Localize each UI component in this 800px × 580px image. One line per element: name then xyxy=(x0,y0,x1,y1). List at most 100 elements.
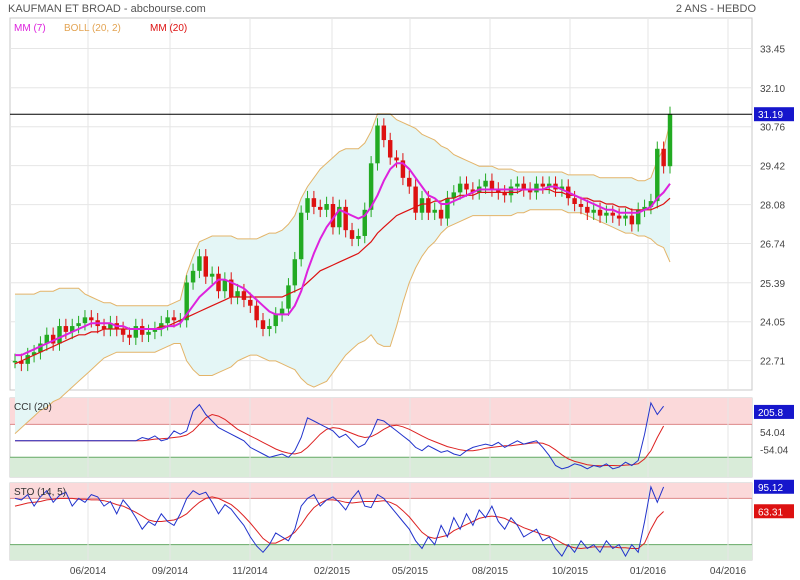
candle-body xyxy=(260,320,266,329)
candle-body xyxy=(203,256,209,277)
x-tick-label: 05/2015 xyxy=(392,566,429,577)
candle-body xyxy=(432,209,437,213)
candle-body xyxy=(635,209,641,225)
candle-body xyxy=(527,189,533,193)
candle-body xyxy=(438,209,444,219)
candle-body xyxy=(19,360,24,364)
candle-body xyxy=(267,326,272,329)
candle-body xyxy=(146,331,151,335)
candle-body xyxy=(616,215,622,219)
sto-d-tag xyxy=(754,504,794,519)
candle-body xyxy=(521,183,526,190)
candle-body xyxy=(152,328,158,332)
candle-body xyxy=(578,204,584,207)
sto-title: STO (14, 5) xyxy=(14,487,66,498)
x-tick-label: 04/2016 xyxy=(710,566,747,577)
candle-body xyxy=(248,299,253,306)
candle-body xyxy=(362,209,367,236)
candle-body xyxy=(661,148,666,167)
candle-body xyxy=(171,317,177,321)
candle-body xyxy=(165,317,170,324)
ma20-line xyxy=(14,188,671,365)
candle-body xyxy=(184,282,189,321)
candle-body xyxy=(343,206,348,231)
candle-body xyxy=(311,198,317,207)
candle-body xyxy=(375,125,380,164)
x-tick-label: 11/2014 xyxy=(232,566,268,577)
x-tick-label: 06/2014 xyxy=(70,566,107,577)
cci-title: CCI (20) xyxy=(14,402,52,413)
candle-body xyxy=(655,148,660,202)
candle-body xyxy=(197,256,202,271)
candle-body xyxy=(139,326,145,335)
candle-body xyxy=(305,198,310,213)
x-tick-label: 01/2016 xyxy=(630,566,667,577)
legend-item: MM (20) xyxy=(150,23,187,34)
candle-body xyxy=(120,328,126,335)
candle-body xyxy=(235,291,240,297)
candle-body xyxy=(190,270,196,283)
candle-body xyxy=(25,355,30,364)
sto-k-label: 95.12 xyxy=(758,483,783,494)
candle-body xyxy=(70,326,75,332)
chart-title: KAUFMAN ET BROAD - abcbourse.com xyxy=(8,3,206,15)
cci-value-label: 205.8 xyxy=(758,408,783,419)
candle-body xyxy=(470,189,476,193)
y-tick-label: 30.76 xyxy=(760,123,785,134)
candle-body xyxy=(489,180,495,190)
bollinger-lower-line xyxy=(14,209,671,434)
y-tick-label: 33.45 xyxy=(760,45,785,56)
candle-body xyxy=(464,183,469,190)
candle-body xyxy=(502,192,507,196)
candle-body xyxy=(133,326,139,338)
candle-body xyxy=(400,160,406,178)
candle-body xyxy=(591,209,596,213)
last-price-label: 31.19 xyxy=(758,110,783,121)
cci-line xyxy=(15,401,664,470)
cci-tick-label: 54.04 xyxy=(760,428,785,439)
candle-body xyxy=(457,183,463,193)
candle-body xyxy=(279,308,285,315)
candle-body xyxy=(546,183,552,187)
candle-body xyxy=(540,183,546,187)
candle-body xyxy=(349,230,355,239)
candle-body xyxy=(667,113,673,167)
candle-body xyxy=(426,198,431,213)
candle-body xyxy=(50,334,56,344)
candle-body xyxy=(508,186,514,196)
last-price-tag xyxy=(754,107,794,122)
candle-body xyxy=(642,206,647,210)
candle-body xyxy=(63,326,69,332)
candle-body xyxy=(534,183,539,193)
candle-body xyxy=(610,212,615,216)
candle-body xyxy=(483,180,488,187)
y-tick-label: 26.74 xyxy=(760,240,785,251)
candle-body xyxy=(31,352,37,356)
y-tick-label: 24.05 xyxy=(760,318,785,329)
sto-k-line xyxy=(14,485,665,558)
candle-body xyxy=(381,125,387,141)
candle-body xyxy=(604,212,609,216)
candle-body xyxy=(387,140,393,158)
candle-body xyxy=(330,204,336,228)
candle-body xyxy=(254,305,259,321)
candle-body xyxy=(273,314,278,327)
y-tick-label: 25.39 xyxy=(760,279,785,290)
candle-body xyxy=(241,291,247,300)
candle-body xyxy=(648,201,654,207)
candle-body xyxy=(407,177,412,187)
candle-body xyxy=(216,273,221,292)
candle-body xyxy=(82,317,88,324)
cci-oversold-zone xyxy=(10,457,752,477)
x-tick-label: 10/2015 xyxy=(552,566,589,577)
candle-body xyxy=(108,323,113,329)
candle-body xyxy=(286,285,291,309)
candle-body xyxy=(368,163,374,210)
candle-body xyxy=(413,186,418,213)
candle-body xyxy=(228,279,234,297)
sto-overbought-zone xyxy=(10,483,752,499)
candle-body xyxy=(597,209,603,216)
candle-body xyxy=(451,192,457,199)
candle-body xyxy=(38,343,43,353)
sto-d-label: 63.31 xyxy=(758,507,783,518)
